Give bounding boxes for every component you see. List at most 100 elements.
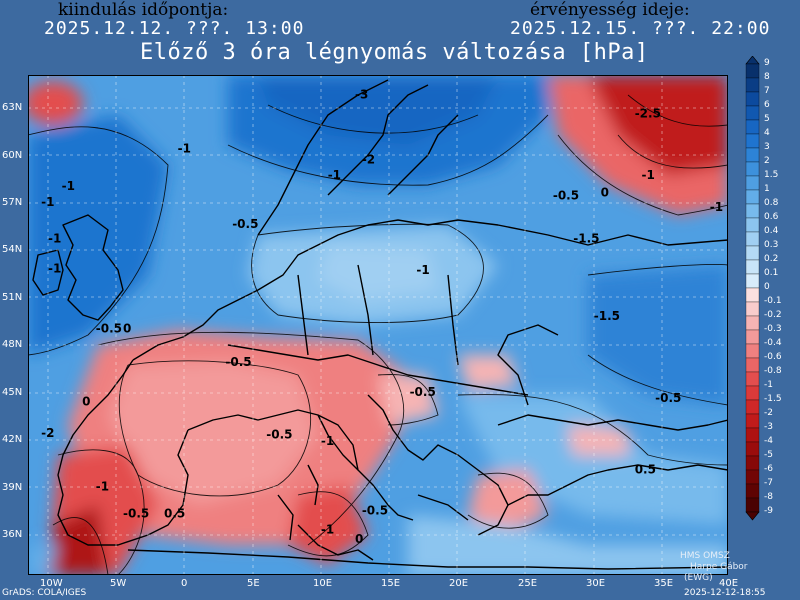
lon-label: 0	[181, 578, 188, 589]
contour-label: -0.5	[655, 391, 681, 405]
contour-label: -1	[62, 179, 75, 193]
colorbar-label: -9	[764, 506, 773, 516]
colorbar-label: 0.6	[764, 212, 779, 222]
colorbar-label: 3	[764, 142, 770, 152]
colorbar-label: -7	[764, 478, 773, 488]
contour-label: -2	[362, 152, 375, 166]
colorbar-label: 0	[764, 282, 770, 292]
contour-label: -1	[48, 231, 61, 245]
colorbar-segment	[745, 469, 760, 485]
init-time-value: 2025.12.12. ???. 13:00	[44, 18, 305, 39]
contour-label: -1	[710, 200, 723, 214]
lon-label: 10W	[40, 578, 63, 589]
graticule	[28, 75, 728, 575]
contour-label: -1	[416, 263, 429, 277]
lon-label: 35E	[654, 578, 674, 589]
colorbar-label: 1.5	[764, 170, 779, 180]
colorbar-label: -0.6	[764, 352, 782, 362]
contour-label: -0.5	[96, 322, 122, 336]
colorbar-segment	[745, 371, 760, 387]
lon-label: 5W	[110, 578, 127, 589]
lon-label: 40E	[719, 578, 739, 589]
colorbar-segment	[745, 259, 760, 275]
contour-label: -2.5	[635, 106, 661, 120]
colorbar-segment	[745, 343, 760, 359]
lat-label: 60N	[2, 150, 23, 161]
colorbar-label: 0.3	[764, 240, 779, 250]
colorbar-segments	[745, 56, 760, 521]
colorbar-cap-top	[745, 56, 760, 65]
contour-label: -1	[321, 522, 334, 536]
colorbar-label: 8	[764, 72, 770, 82]
colorbar-label: -0.1	[764, 296, 782, 306]
colorbar-label: 4	[764, 128, 770, 138]
contour-label: -1	[96, 480, 109, 494]
lat-label: 39N	[2, 482, 23, 493]
contour-label: -1.5	[594, 309, 620, 323]
lon-label: 5E	[247, 578, 260, 589]
credit-line: Harpe Gábor	[690, 562, 748, 572]
colorbar-segment	[745, 329, 760, 345]
colorbar-label: -0.4	[764, 338, 782, 348]
pressure-change-map: -3-2.5-1-2-1-1-1-1-10-0.5-1-0.5-1-1.5-1-…	[28, 75, 728, 575]
colorbar-segment	[745, 273, 760, 289]
contour-label: -2	[41, 426, 54, 440]
colorbar-segment	[745, 455, 760, 471]
credit-text: HMS OMSZ Harpe Gábor (EWG)	[680, 551, 748, 584]
footer-timestamp: 2025-12-12-18:55	[684, 588, 766, 598]
lat-label: 57N	[2, 197, 23, 208]
init-time-label: kiindulás időpontja:	[58, 0, 229, 20]
colorbar-label: -3	[764, 422, 773, 432]
colorbar-label: 0.2	[764, 254, 779, 264]
contour-label: -0.5	[266, 428, 292, 442]
colorbar-label: 0.8	[764, 198, 779, 208]
colorbar-segment	[745, 315, 760, 331]
credit-line: (EWG)	[684, 573, 713, 583]
colorbar-segment	[745, 301, 760, 317]
colorbar-label: 2	[764, 156, 770, 166]
colorbar-label: -4	[764, 436, 773, 446]
colorbar-segment	[745, 231, 760, 247]
contour-label: -0.5	[232, 217, 258, 231]
lon-label: 15E	[381, 578, 401, 589]
colorbar-label: -0.2	[764, 310, 782, 320]
colorbar-label: -6	[764, 464, 773, 474]
contour-lines	[28, 94, 728, 575]
map-frame	[28, 75, 728, 575]
lon-label: 25E	[518, 578, 538, 589]
contour-label: -1	[321, 434, 334, 448]
colorbar-segment	[745, 203, 760, 219]
lon-label: 10E	[313, 578, 333, 589]
colorbar-segment	[745, 133, 760, 149]
colorbar-label: -5	[764, 450, 773, 460]
colorbar-segment	[745, 441, 760, 457]
colorbar-segment	[745, 427, 760, 443]
map-title: Előző 3 óra légnyomás változása [hPa]	[140, 40, 649, 65]
colorbar-label: 9	[764, 58, 770, 68]
colorbar-label: -0.8	[764, 366, 782, 376]
coastlines-and-borders	[32, 79, 728, 570]
lon-label: 20E	[449, 578, 469, 589]
colorbar-segment	[745, 217, 760, 233]
contour-label: -1	[41, 195, 54, 209]
contour-label: -1	[642, 168, 655, 182]
colorbar-segment	[745, 147, 760, 163]
lat-label: 48N	[2, 339, 23, 350]
colorbar-segment	[745, 385, 760, 401]
contour-label: 0	[601, 186, 609, 200]
contour-label: -1	[178, 141, 191, 155]
contour-label: -0.5	[410, 385, 436, 399]
colorbar-segment	[745, 119, 760, 135]
contour-label: 0.5	[164, 507, 185, 521]
valid-time-value: 2025.12.15. ???. 22:00	[510, 18, 771, 39]
colorbar-segment	[745, 413, 760, 429]
lat-label: 42N	[2, 434, 23, 445]
lat-label: 36N	[2, 529, 23, 540]
colorbar-segment	[745, 399, 760, 415]
contour-label: 0	[82, 394, 90, 408]
valid-time-label: érvényesség ideje:	[530, 0, 690, 20]
lat-label: 45N	[2, 387, 23, 398]
colorbar-segment	[745, 357, 760, 373]
contour-label: -0.5	[123, 507, 149, 521]
colorbar-segment	[745, 105, 760, 121]
